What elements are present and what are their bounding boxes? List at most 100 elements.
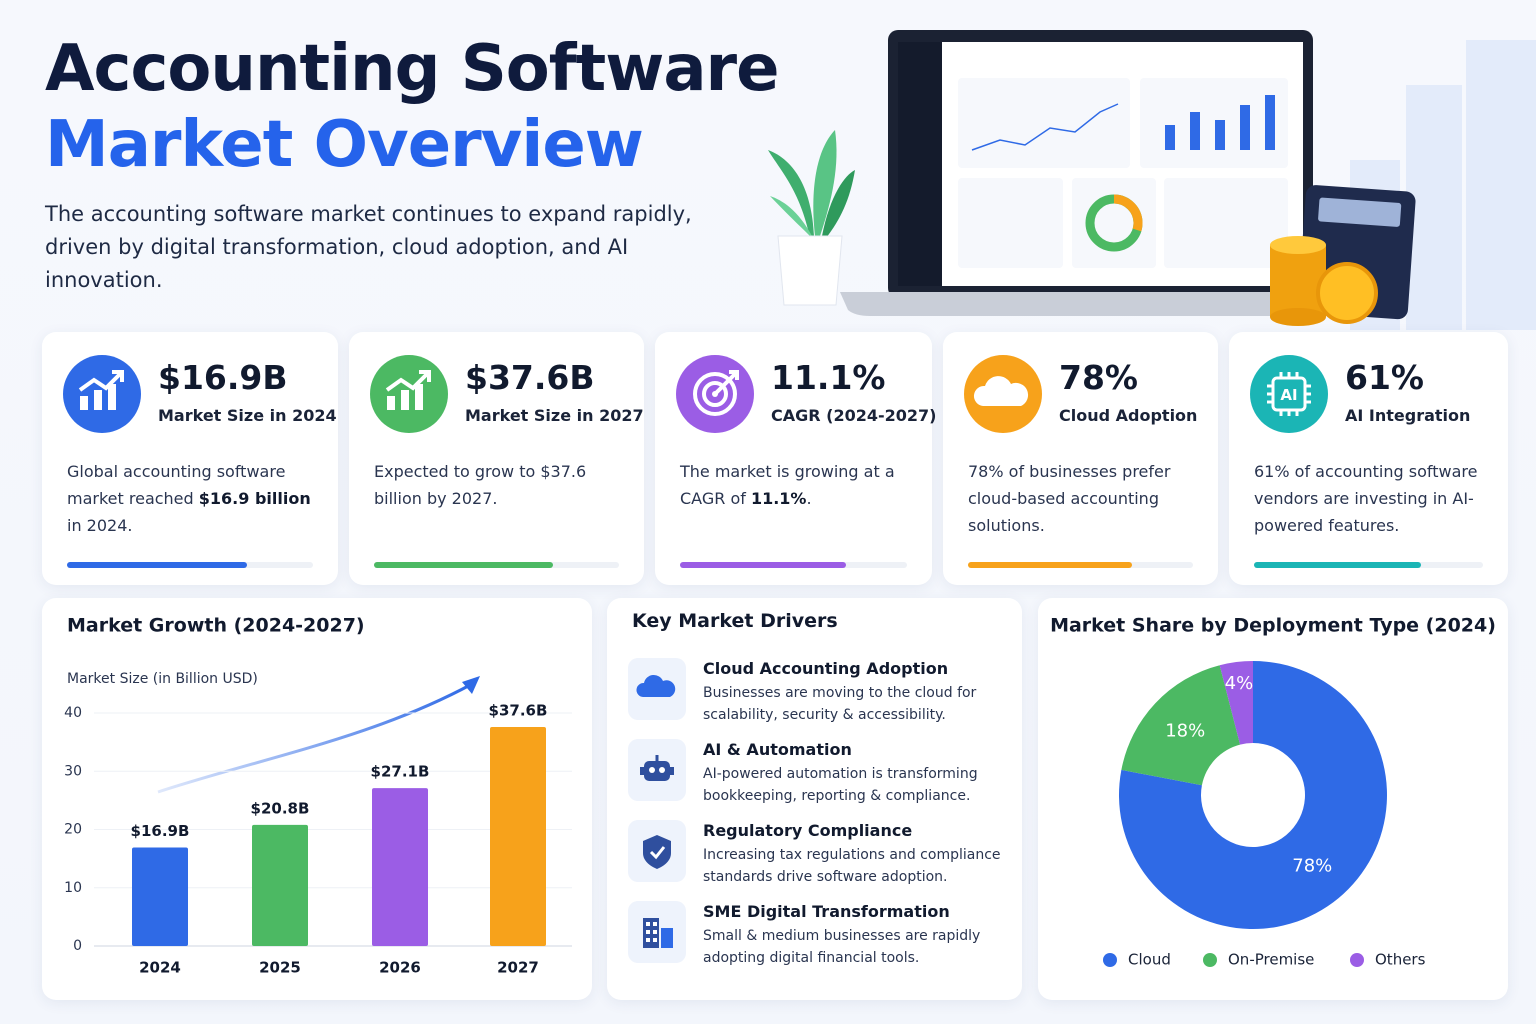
kpi-desc: Expected to grow to $37.6 billion by 202… bbox=[374, 458, 621, 512]
legend-label: Cloud bbox=[1128, 951, 1171, 969]
value-label: $27.1B bbox=[371, 763, 430, 781]
icon-group: AI bbox=[1250, 355, 1328, 433]
kpi-desc: Global accounting software market reache… bbox=[67, 458, 315, 539]
kpi-icon bbox=[676, 355, 754, 433]
desc-part: in 2024. bbox=[67, 516, 133, 535]
driver-title: Cloud Accounting Adoption bbox=[703, 659, 949, 678]
progress-fill bbox=[968, 562, 1133, 568]
legend-swatch bbox=[1203, 953, 1217, 967]
kpi-icon bbox=[964, 355, 1042, 433]
icon-shape bbox=[112, 370, 124, 382]
laptop-base bbox=[840, 292, 1360, 316]
coin-stack bbox=[1270, 245, 1326, 317]
icon-glyph bbox=[643, 835, 671, 869]
driver-icon bbox=[628, 901, 686, 963]
kpi-desc: The market is growing at a CAGR of 11.1%… bbox=[680, 458, 909, 512]
kpi-label: Market Size in 2027 bbox=[465, 406, 644, 425]
icon-glyph bbox=[640, 755, 674, 781]
progress-fill bbox=[680, 562, 846, 568]
bar-chart: Market Growth (2024-2027) Market Size (in… bbox=[64, 615, 572, 977]
driver-icon-svg bbox=[643, 835, 671, 869]
pie-slice bbox=[1119, 661, 1387, 929]
legend-label: Others bbox=[1375, 951, 1426, 969]
pot bbox=[777, 235, 843, 306]
kpi-card: 78% Cloud Adoption 78% of businesses prefe… bbox=[943, 332, 1218, 585]
kpi-card: $37.6B Market Size in 2027 Expected to gro… bbox=[349, 332, 644, 585]
icon-shape bbox=[649, 846, 666, 860]
driver-icon bbox=[628, 820, 686, 882]
icon-shape bbox=[702, 381, 728, 407]
icon-glyph bbox=[693, 370, 739, 416]
pie-chart: Market Share by Deployment Type (2024) 78… bbox=[1050, 615, 1496, 969]
kpi-card: AI 61% AI Integration 61% of accounting sof… bbox=[1229, 332, 1508, 585]
icon-glyph bbox=[385, 370, 431, 410]
icon-group bbox=[63, 355, 141, 433]
kpi-value: $37.6B bbox=[465, 358, 595, 397]
screen-card bbox=[958, 78, 1130, 168]
axis-label: Market Size (in Billion USD) bbox=[67, 671, 258, 687]
driver-icon bbox=[628, 658, 686, 720]
bar bbox=[372, 788, 428, 946]
plant bbox=[768, 130, 855, 306]
icon-label: AI bbox=[1280, 386, 1297, 404]
sidebar bbox=[898, 42, 942, 286]
coin bbox=[1270, 308, 1326, 326]
icon-shape bbox=[419, 370, 431, 382]
icon-glyph bbox=[643, 918, 673, 948]
driver-icon bbox=[628, 739, 686, 801]
progress-track bbox=[1254, 562, 1483, 568]
pie-panel: Market Share by Deployment Type (2024) 78… bbox=[1038, 598, 1508, 1000]
bar bbox=[490, 726, 546, 946]
icon-shape bbox=[80, 384, 116, 410]
driver-desc: Increasing tax regulations and complianc… bbox=[703, 847, 1001, 885]
driver-desc: AI-powered automation is transforming bo… bbox=[703, 766, 978, 804]
icon-shape bbox=[653, 922, 657, 926]
arrow-head bbox=[462, 676, 480, 694]
icon-group bbox=[676, 355, 754, 433]
driver-icon-svg bbox=[640, 755, 674, 781]
slice-label: 4% bbox=[1225, 673, 1254, 694]
progress-track bbox=[680, 562, 907, 568]
kpi-value: 61% bbox=[1345, 358, 1424, 397]
coins bbox=[1270, 236, 1378, 326]
progress-fill bbox=[1254, 562, 1422, 568]
progress-fill bbox=[67, 562, 247, 568]
kpi-icon bbox=[63, 355, 141, 433]
legend-swatch bbox=[1350, 953, 1364, 967]
big-coin bbox=[1316, 262, 1378, 324]
mini-bar bbox=[1240, 105, 1250, 150]
kpi-desc: 78% of businesses prefer cloud-based acc… bbox=[968, 458, 1195, 539]
icon-shape bbox=[78, 372, 122, 392]
screen-card bbox=[1072, 178, 1156, 268]
mini-line bbox=[971, 103, 1119, 151]
panel-title: Key Market Drivers bbox=[632, 610, 838, 632]
y-tick-label: 0 bbox=[73, 938, 82, 954]
chart-title: Market Share by Deployment Type (2024) bbox=[1050, 615, 1496, 637]
x-tick-label: 2027 bbox=[497, 959, 539, 977]
pie-slice bbox=[1121, 665, 1241, 786]
driver-title: SME Digital Transformation bbox=[703, 902, 950, 921]
icon-glyph bbox=[78, 370, 124, 410]
icon-shape bbox=[653, 930, 657, 934]
kpi-desc: 61% of accounting software vendors are i… bbox=[1254, 458, 1485, 539]
kpi-label: CAGR (2024-2027) bbox=[771, 406, 937, 425]
kpi-label: Market Size in 2024 bbox=[158, 406, 337, 425]
icon-shape bbox=[693, 372, 737, 416]
progress-track bbox=[374, 562, 619, 568]
icon-shape bbox=[636, 674, 676, 697]
kpi-icon bbox=[370, 355, 448, 433]
y-tick-label: 20 bbox=[64, 822, 82, 838]
coin bbox=[1270, 236, 1326, 254]
icon-circle bbox=[1250, 355, 1328, 433]
desc-part: . bbox=[806, 489, 812, 508]
icon-shape bbox=[661, 928, 673, 948]
building bbox=[1406, 85, 1462, 330]
progress-track bbox=[968, 562, 1193, 568]
desc-part: 78% of businesses prefer cloud-based acc… bbox=[968, 462, 1171, 535]
mini-bar bbox=[1215, 120, 1225, 150]
driver-desc: Businesses are moving to the cloud for s… bbox=[703, 685, 977, 723]
icon-shape bbox=[973, 376, 1029, 406]
desc-part: Global accounting software market reache… bbox=[67, 462, 286, 508]
kpi-label: Cloud Adoption bbox=[1059, 406, 1198, 425]
